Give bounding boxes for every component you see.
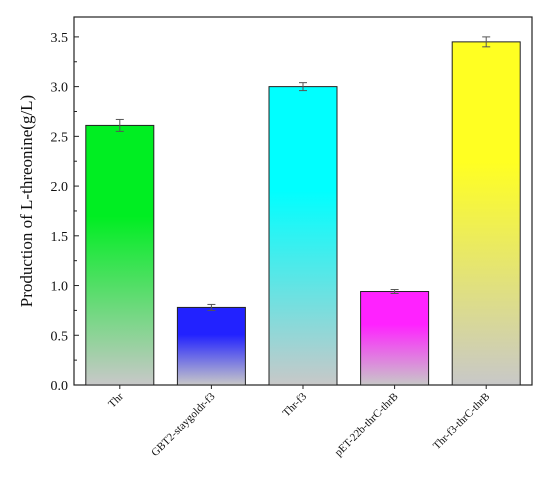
x-category-label: pET-22b-thrC-thrB — [332, 391, 400, 459]
bar-pet-22b-thrc-thrb — [360, 291, 430, 386]
bar-thr — [85, 124, 155, 386]
x-category-label: Thr-f3-thrC-thrB — [431, 391, 492, 452]
error-bars-layer — [115, 36, 491, 311]
error-bar — [115, 118, 124, 132]
y-tick-label: 1.0 — [51, 280, 69, 295]
y-tick-label: 3.0 — [51, 81, 69, 96]
x-category-label: Thr-f3 — [280, 390, 309, 419]
bars-layer — [85, 41, 521, 386]
y-tick-label: 0.0 — [51, 379, 69, 394]
error-bar — [390, 289, 399, 294]
error-bar — [482, 36, 491, 48]
x-category-label: Thr — [106, 390, 126, 410]
y-axis-title: Production of L-threonine(g/L) — [17, 95, 36, 307]
y-tick-label: 1.5 — [51, 230, 69, 245]
x-axis: Thr GBT2-staygoldr-f3 Thr-f3 pET-22b-thrC-t… — [106, 385, 492, 459]
x-category-label: GBT2-staygoldr-f3 — [149, 390, 218, 459]
bar-thr-f3 — [268, 86, 338, 386]
bar-gbt2-staygoldr-f3 — [176, 306, 246, 386]
y-tick-label: 0.5 — [51, 329, 69, 344]
y-tick-label: 2.0 — [51, 180, 69, 195]
y-tick-label: 3.5 — [51, 31, 69, 46]
error-bar — [299, 82, 307, 92]
y-axis: 0.0 0.5 1.0 1.5 2.0 2.5 3.0 3.5 — [51, 31, 79, 394]
y-tick-label: 2.5 — [51, 130, 69, 145]
error-bar — [207, 303, 216, 311]
bar-thr-f3-thrc-thrb — [451, 41, 521, 386]
